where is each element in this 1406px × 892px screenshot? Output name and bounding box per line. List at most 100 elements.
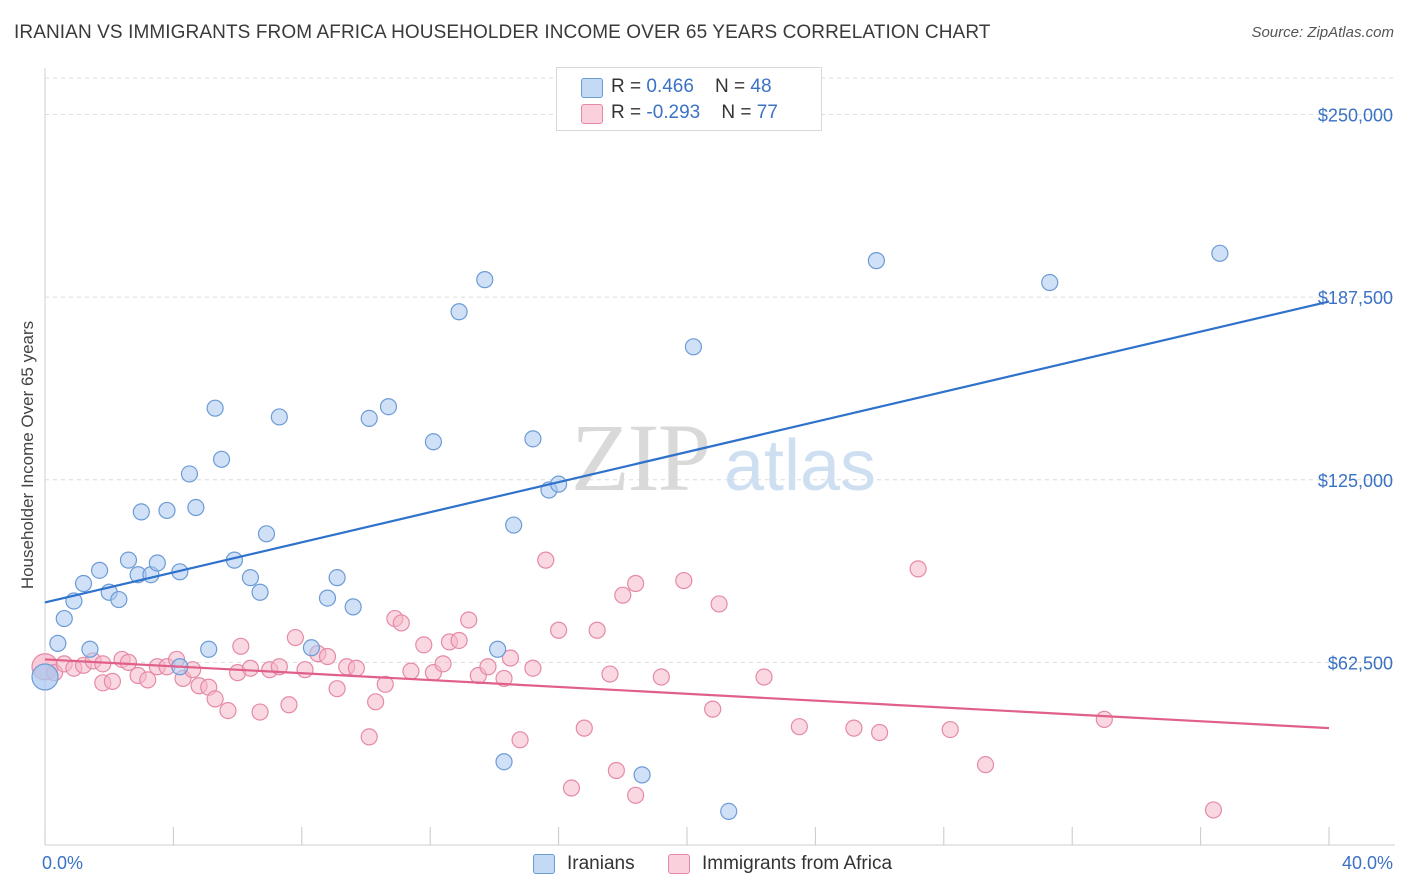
point-immigrants-from-africa bbox=[549, 621, 568, 639]
point-immigrants-from-africa bbox=[347, 659, 365, 677]
point-immigrants-from-africa bbox=[119, 653, 138, 671]
point-iranians bbox=[200, 640, 218, 658]
watermark-zip: ZIP bbox=[571, 404, 709, 511]
trend-line-iranians bbox=[44, 300, 1330, 604]
point-iranians bbox=[476, 271, 494, 289]
series-iranians bbox=[31, 244, 1229, 820]
point-iranians bbox=[241, 569, 260, 587]
point-iranians bbox=[55, 609, 73, 628]
point-iranians bbox=[90, 561, 109, 579]
point-iranians bbox=[684, 338, 703, 356]
point-immigrants-from-africa bbox=[286, 628, 304, 647]
point-immigrants-from-africa bbox=[675, 571, 693, 590]
y-tick-label: $250,000 bbox=[1318, 106, 1393, 126]
point-iranians bbox=[119, 551, 138, 569]
legend-swatch-blue bbox=[581, 78, 603, 98]
y-tick-label: $62,500 bbox=[1328, 653, 1393, 673]
point-iranians bbox=[495, 753, 513, 771]
legend-swatch-blue bbox=[533, 854, 555, 874]
point-immigrants-from-africa bbox=[251, 703, 269, 721]
point-immigrants-from-africa bbox=[103, 672, 122, 690]
point-immigrants-from-africa bbox=[627, 786, 645, 804]
watermark-atlas: atlas bbox=[724, 426, 876, 506]
point-iranians bbox=[180, 465, 199, 483]
point-immigrants-from-africa bbox=[941, 720, 959, 739]
legend-row-immigrants-from-africa: R = -0.293 N = 77 bbox=[581, 100, 778, 126]
x-tick-label: 40.0% bbox=[1342, 853, 1393, 873]
n-label: N = bbox=[721, 102, 757, 123]
point-iranians bbox=[1211, 244, 1229, 262]
series-immigrants-from-africa bbox=[31, 551, 1223, 819]
point-iranians bbox=[505, 516, 523, 534]
point-iranians bbox=[344, 598, 362, 616]
point-immigrants-from-africa bbox=[1204, 801, 1223, 819]
point-immigrants-from-africa bbox=[562, 779, 581, 797]
point-iranians bbox=[158, 501, 176, 520]
point-immigrants-from-africa bbox=[415, 636, 433, 654]
r-label: R = bbox=[611, 76, 647, 97]
trend-line-immigrants-from-africa bbox=[44, 658, 1330, 730]
point-immigrants-from-africa bbox=[614, 586, 632, 604]
point-iranians bbox=[360, 409, 378, 428]
point-iranians bbox=[132, 503, 150, 521]
point-immigrants-from-africa bbox=[710, 595, 728, 613]
point-immigrants-from-africa bbox=[575, 719, 593, 737]
point-immigrants-from-africa bbox=[652, 668, 670, 686]
n-value: 48 bbox=[750, 76, 772, 97]
point-immigrants-from-africa bbox=[232, 637, 250, 655]
point-iranians bbox=[257, 525, 276, 543]
watermark: ZIP atlas bbox=[571, 404, 876, 511]
point-iranians bbox=[524, 430, 542, 448]
point-immigrants-from-africa bbox=[434, 655, 452, 673]
legend-row-iranians: R = 0.466 N = 48 bbox=[581, 74, 772, 100]
point-iranians bbox=[212, 450, 231, 468]
point-immigrants-from-africa bbox=[367, 693, 385, 711]
point-immigrants-from-africa bbox=[976, 756, 995, 774]
point-iranians bbox=[1041, 273, 1059, 292]
point-immigrants-from-africa bbox=[790, 718, 808, 736]
point-immigrants-from-africa bbox=[280, 696, 298, 714]
legend-swatch-pink bbox=[668, 854, 690, 874]
legend-swatch-pink bbox=[581, 104, 603, 124]
point-iranians bbox=[206, 399, 224, 417]
point-iranians bbox=[720, 802, 738, 820]
point-iranians bbox=[867, 252, 885, 270]
correlation-legend: R = 0.466 N = 48 R = -0.293 N = 77 bbox=[556, 67, 822, 131]
point-immigrants-from-africa bbox=[360, 728, 378, 746]
point-immigrants-from-africa bbox=[479, 658, 497, 676]
point-immigrants-from-africa bbox=[909, 560, 927, 578]
x-tick-label: 0.0% bbox=[42, 853, 83, 873]
point-iranians bbox=[251, 583, 269, 601]
trend-lines bbox=[44, 300, 1330, 730]
point-immigrants-from-africa bbox=[501, 649, 520, 667]
legend-item-iranians: Iranians bbox=[533, 851, 635, 877]
point-iranians bbox=[489, 640, 507, 658]
n-value: 77 bbox=[756, 102, 778, 123]
point-immigrants-from-africa bbox=[870, 723, 889, 742]
source-label: Source: ZipAtlas.com bbox=[1251, 24, 1394, 41]
point-immigrants-from-africa bbox=[755, 668, 773, 686]
point-iranians bbox=[187, 498, 205, 517]
legend-label-iranians: Iranians bbox=[567, 853, 635, 874]
r-value: -0.293 bbox=[646, 102, 701, 123]
r-value: 0.466 bbox=[646, 76, 694, 97]
n-label: N = bbox=[715, 76, 751, 97]
point-immigrants-from-africa bbox=[511, 731, 529, 749]
point-iranians bbox=[633, 766, 651, 784]
point-immigrants-from-africa bbox=[537, 551, 555, 569]
point-immigrants-from-africa bbox=[495, 669, 513, 688]
point-immigrants-from-africa bbox=[206, 690, 224, 708]
point-immigrants-from-africa bbox=[845, 719, 863, 737]
point-iranians bbox=[148, 554, 166, 572]
point-iranians bbox=[328, 569, 346, 587]
point-immigrants-from-africa bbox=[1095, 710, 1113, 728]
point-immigrants-from-africa bbox=[607, 761, 625, 780]
point-immigrants-from-africa bbox=[627, 574, 645, 593]
point-immigrants-from-africa bbox=[328, 680, 346, 698]
point-immigrants-from-africa bbox=[139, 671, 157, 689]
point-immigrants-from-africa bbox=[704, 700, 722, 718]
legend-item-immigrants-from-africa: Immigrants from Africa bbox=[668, 851, 892, 877]
r-label: R = bbox=[611, 102, 647, 123]
point-immigrants-from-africa bbox=[376, 675, 394, 693]
